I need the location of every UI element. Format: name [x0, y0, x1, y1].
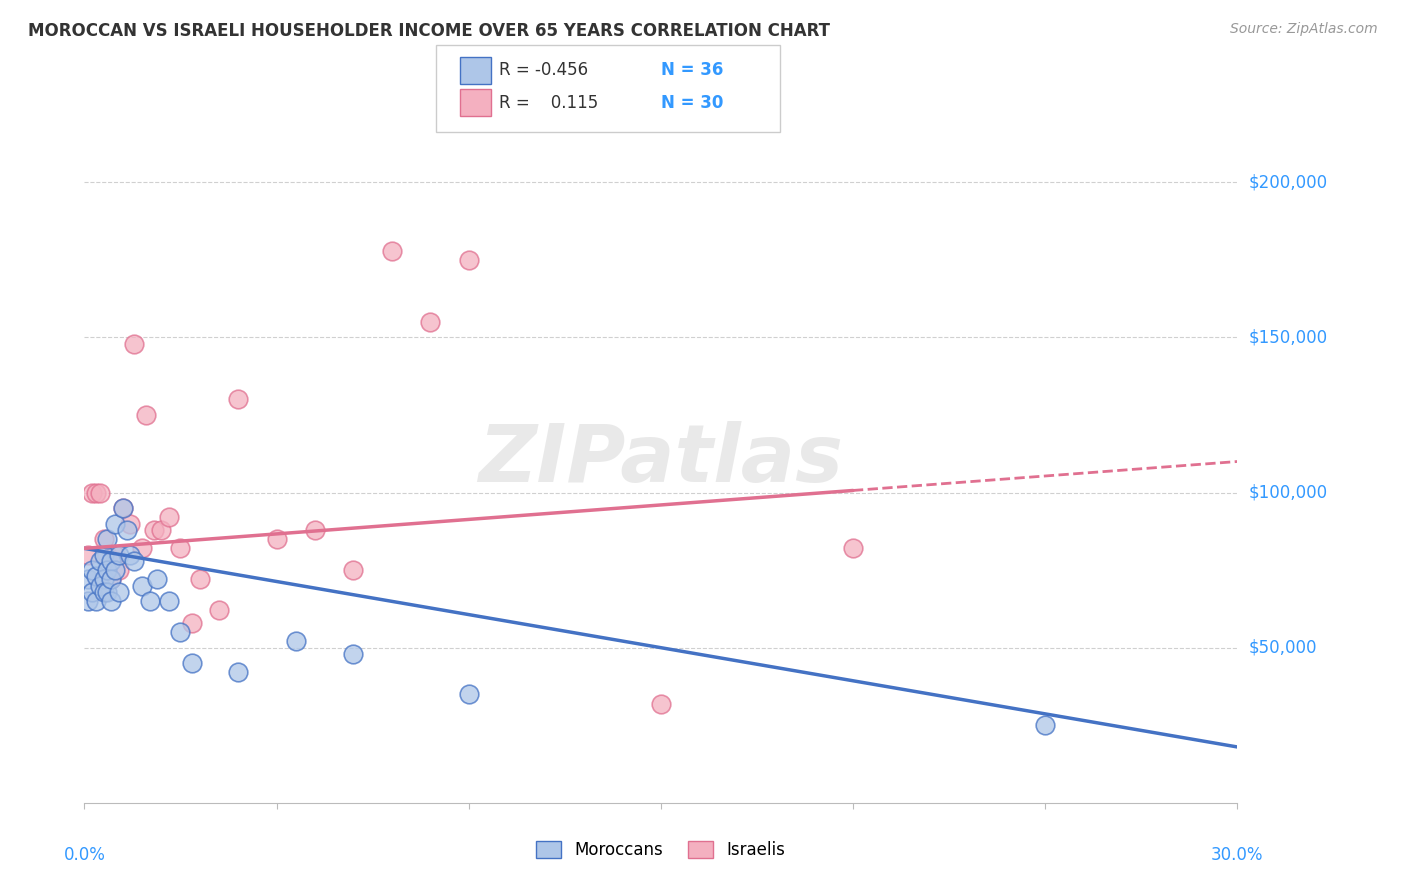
Point: [111, 501, 134, 516]
Point: [169, 625, 191, 640]
Point: [457, 687, 479, 701]
Point: [124, 554, 146, 568]
Point: [89, 485, 111, 500]
Point: [226, 665, 249, 680]
Point: [84, 485, 107, 500]
Point: [100, 554, 122, 568]
Text: Source: ZipAtlas.com: Source: ZipAtlas.com: [1230, 22, 1378, 37]
Point: [84, 569, 107, 583]
Point: [457, 252, 479, 267]
Point: [100, 594, 122, 608]
Point: [96, 563, 118, 577]
Point: [80, 584, 103, 599]
Text: N = 30: N = 30: [661, 94, 723, 112]
Point: [89, 579, 111, 593]
Point: [266, 532, 288, 546]
Point: [138, 594, 160, 608]
Point: [1033, 718, 1056, 732]
Point: [100, 573, 122, 587]
Point: [157, 510, 180, 524]
Point: [342, 647, 364, 661]
Point: [120, 548, 142, 562]
Point: [131, 541, 153, 556]
Text: 0.0%: 0.0%: [63, 846, 105, 863]
Text: N = 36: N = 36: [661, 62, 723, 79]
Point: [80, 563, 103, 577]
Text: 30.0%: 30.0%: [1211, 846, 1264, 863]
Point: [150, 523, 173, 537]
Point: [104, 563, 127, 577]
Point: [80, 485, 103, 500]
Point: [96, 548, 118, 562]
Point: [650, 697, 672, 711]
Point: [181, 615, 204, 630]
Point: [89, 554, 111, 568]
Text: $100,000: $100,000: [1249, 483, 1327, 501]
Point: [93, 573, 115, 587]
Point: [146, 573, 169, 587]
Point: [304, 523, 326, 537]
Point: [115, 523, 138, 537]
Point: [169, 541, 191, 556]
Point: [135, 408, 157, 422]
Text: MOROCCAN VS ISRAELI HOUSEHOLDER INCOME OVER 65 YEARS CORRELATION CHART: MOROCCAN VS ISRAELI HOUSEHOLDER INCOME O…: [28, 22, 830, 40]
Text: $150,000: $150,000: [1249, 328, 1327, 346]
Point: [93, 548, 115, 562]
Point: [77, 548, 100, 562]
Point: [108, 563, 131, 577]
Point: [108, 548, 131, 562]
Point: [419, 315, 441, 329]
Point: [142, 523, 165, 537]
Point: [181, 656, 204, 670]
Legend: Moroccans, Israelis: Moroccans, Israelis: [530, 834, 792, 866]
Point: [104, 516, 127, 531]
Point: [96, 532, 118, 546]
Text: $50,000: $50,000: [1249, 639, 1317, 657]
Point: [381, 244, 404, 258]
Point: [131, 579, 153, 593]
Point: [96, 584, 118, 599]
Point: [77, 573, 100, 587]
Point: [124, 336, 146, 351]
Text: R =    0.115: R = 0.115: [499, 94, 599, 112]
Point: [104, 548, 127, 562]
Point: [93, 532, 115, 546]
Point: [108, 584, 131, 599]
Text: R = -0.456: R = -0.456: [499, 62, 588, 79]
Point: [100, 573, 122, 587]
Point: [77, 594, 100, 608]
Point: [342, 563, 364, 577]
Point: [208, 603, 231, 617]
Point: [284, 634, 307, 648]
Text: $200,000: $200,000: [1249, 173, 1327, 191]
Point: [93, 584, 115, 599]
Point: [188, 573, 211, 587]
Point: [120, 516, 142, 531]
Point: [842, 541, 865, 556]
Text: ZIPatlas: ZIPatlas: [478, 421, 844, 500]
Point: [226, 392, 249, 407]
Point: [111, 501, 134, 516]
Point: [84, 594, 107, 608]
Point: [157, 594, 180, 608]
